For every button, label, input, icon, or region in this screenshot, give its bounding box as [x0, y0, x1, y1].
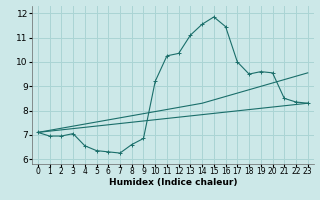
X-axis label: Humidex (Indice chaleur): Humidex (Indice chaleur) [108, 178, 237, 187]
